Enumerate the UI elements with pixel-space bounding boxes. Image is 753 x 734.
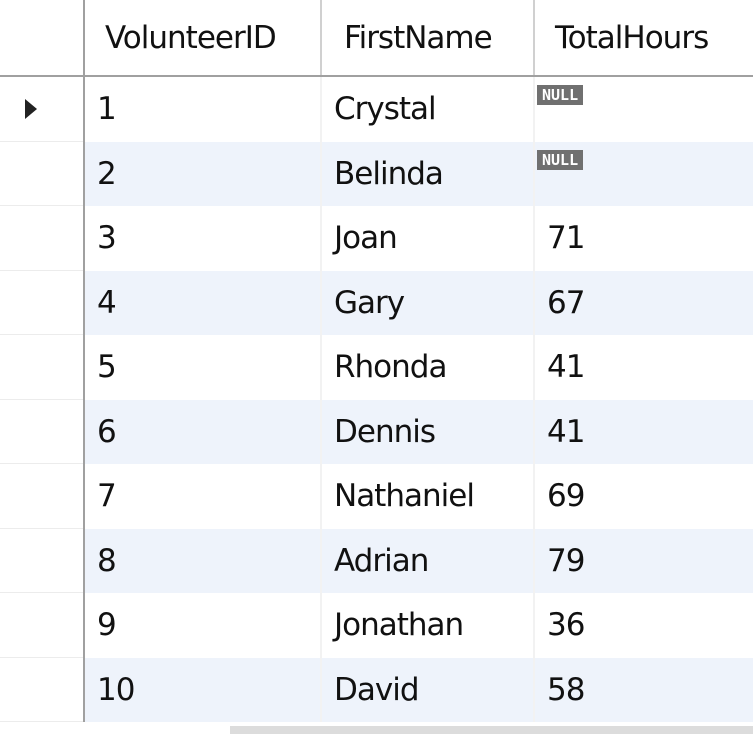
cell-firstname[interactable]: Adrian [322, 528, 535, 593]
scrollbar-thumb[interactable] [230, 726, 753, 734]
row-selector-column [0, 77, 85, 722]
cell-firstname[interactable]: Crystal [322, 77, 535, 142]
cell-firstname[interactable]: Nathaniel [322, 464, 535, 529]
cell-volunteerid[interactable]: 2 [85, 141, 322, 206]
table-row[interactable]: 1 Crystal NULL [85, 77, 753, 142]
table-row[interactable]: 8 Adrian 79 [85, 528, 753, 593]
null-badge: NULL [537, 85, 584, 105]
table-row[interactable]: 4 Gary 67 [85, 270, 753, 335]
row-selector[interactable] [0, 142, 83, 206]
cell-firstname[interactable]: Jonathan [322, 593, 535, 658]
select-all-corner[interactable] [0, 0, 85, 75]
cell-firstname[interactable]: Belinda [322, 141, 535, 206]
cell-volunteerid[interactable]: 5 [85, 335, 322, 400]
table-row[interactable]: 10 David 58 [85, 657, 753, 722]
cell-volunteerid[interactable]: 7 [85, 464, 322, 529]
column-header-firstname[interactable]: FirstName [322, 0, 535, 75]
null-badge: NULL [537, 149, 584, 170]
cell-totalhours[interactable]: NULL [535, 77, 753, 142]
cell-totalhours[interactable]: 67 [547, 284, 585, 321]
cell-volunteerid[interactable]: 8 [85, 528, 322, 593]
table-row[interactable]: 7 Nathaniel 69 [85, 464, 753, 529]
column-header-row: VolunteerID FirstName TotalHours [0, 0, 753, 77]
cell-totalhours[interactable]: 58 [547, 671, 585, 708]
cell-totalhours[interactable]: NULL [535, 142, 753, 207]
row-pointer-icon [25, 99, 37, 119]
cell-volunteerid[interactable]: 10 [85, 657, 322, 722]
table-row[interactable]: 2 Belinda NULL [85, 141, 753, 207]
cell-firstname[interactable]: David [322, 657, 535, 722]
cell-totalhours[interactable]: 36 [547, 607, 585, 644]
row-selector[interactable] [0, 658, 83, 722]
row-selector[interactable] [0, 335, 83, 400]
table-row[interactable]: 3 Joan 71 [85, 206, 753, 271]
cell-firstname[interactable]: Rhonda [322, 335, 535, 400]
cell-volunteerid[interactable]: 6 [85, 399, 322, 464]
row-selector[interactable] [0, 464, 83, 529]
cell-volunteerid[interactable]: 9 [85, 593, 322, 658]
cell-totalhours[interactable]: 79 [547, 542, 585, 579]
cell-firstname[interactable]: Dennis [322, 399, 535, 464]
cell-totalhours[interactable]: 41 [547, 349, 585, 386]
cell-totalhours[interactable]: 41 [547, 413, 585, 450]
row-selector[interactable] [0, 206, 83, 271]
row-selector[interactable] [0, 529, 83, 593]
cell-totalhours[interactable]: 69 [547, 478, 585, 515]
table-row[interactable]: 6 Dennis 41 [85, 399, 753, 464]
row-selector[interactable] [0, 77, 83, 142]
cell-volunteerid[interactable]: 3 [85, 206, 322, 271]
cell-firstname[interactable]: Gary [322, 270, 535, 335]
table-row[interactable]: 5 Rhonda 41 [85, 335, 753, 400]
table-row[interactable]: 9 Jonathan 36 [85, 593, 753, 658]
column-header-volunteerid[interactable]: VolunteerID [85, 0, 322, 75]
row-selector[interactable] [0, 593, 83, 658]
cell-firstname[interactable]: Joan [322, 206, 535, 271]
cell-volunteerid[interactable]: 4 [85, 270, 322, 335]
row-selector[interactable] [0, 400, 83, 464]
row-selector[interactable] [0, 271, 83, 335]
horizontal-scrollbar[interactable] [85, 722, 753, 734]
column-header-totalhours[interactable]: TotalHours [555, 19, 709, 56]
cell-volunteerid[interactable]: 1 [85, 77, 322, 142]
cell-totalhours[interactable]: 71 [547, 220, 585, 257]
